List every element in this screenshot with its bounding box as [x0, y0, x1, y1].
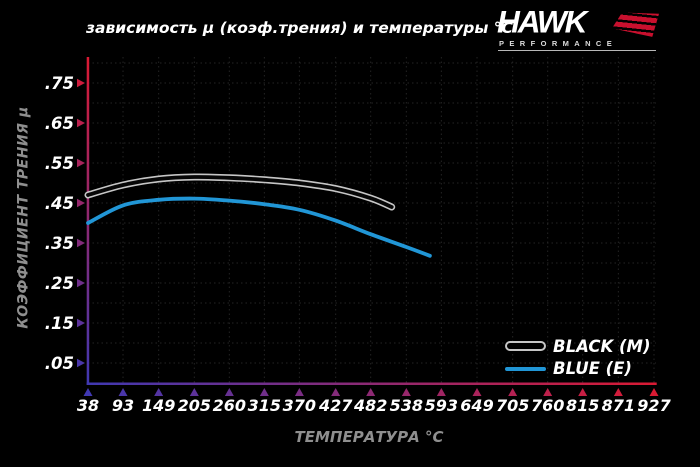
y-tick-label: .55	[44, 154, 74, 173]
x-tick-label: 149	[141, 396, 176, 415]
legend-label-black: BLACK (M)	[553, 337, 651, 356]
x-tick-label: 38	[76, 396, 100, 415]
x-axis-title: ТЕМПЕРАТУРА °C	[294, 428, 444, 446]
y-tick-label: .65	[44, 114, 74, 133]
x-tick-label: 205	[177, 396, 212, 415]
x-tick-label: 538	[389, 396, 424, 415]
x-tick-label: 649	[460, 396, 494, 415]
logo-underline	[498, 50, 656, 51]
x-tick-label: 260	[212, 396, 247, 415]
x-tick-label: 760	[530, 396, 565, 415]
x-tick-label: 427	[318, 396, 353, 415]
x-tick-label: 93	[111, 396, 135, 415]
y-tick-label: .75	[44, 74, 74, 93]
blue-series-swatch-icon	[505, 367, 546, 371]
chart-title: зависимость μ (коэф.трения) и температур…	[86, 19, 513, 37]
y-tick-label: .15	[44, 314, 74, 333]
legend-label-blue: BLUE (E)	[553, 359, 632, 378]
y-tick-label: .45	[44, 194, 74, 213]
x-tick-label: 593	[424, 396, 459, 415]
y-tick-label: .35	[44, 234, 74, 253]
x-tick-label: 815	[565, 396, 600, 415]
x-tick-label: 871	[601, 396, 636, 415]
black-series-swatch-icon	[505, 341, 546, 351]
y-tick-label: .25	[44, 274, 74, 293]
hawk-logo-subtext: PERFORMANCE	[499, 39, 618, 48]
x-tick-label: 482	[353, 396, 388, 415]
x-tick-label: 705	[495, 396, 530, 415]
hawk-logo-text: HAWK	[497, 4, 587, 40]
x-tick-label: 315	[247, 396, 282, 415]
y-tick-label: .05	[44, 354, 74, 373]
x-tick-label: 927	[637, 396, 671, 415]
x-tick-label: 370	[282, 396, 317, 415]
hawk-logo: HAWK PERFORMANCE	[497, 4, 659, 53]
